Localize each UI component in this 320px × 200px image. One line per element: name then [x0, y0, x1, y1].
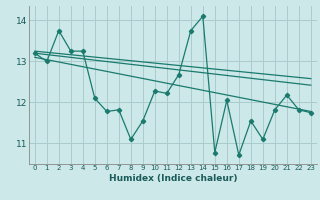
X-axis label: Humidex (Indice chaleur): Humidex (Indice chaleur)	[108, 174, 237, 183]
